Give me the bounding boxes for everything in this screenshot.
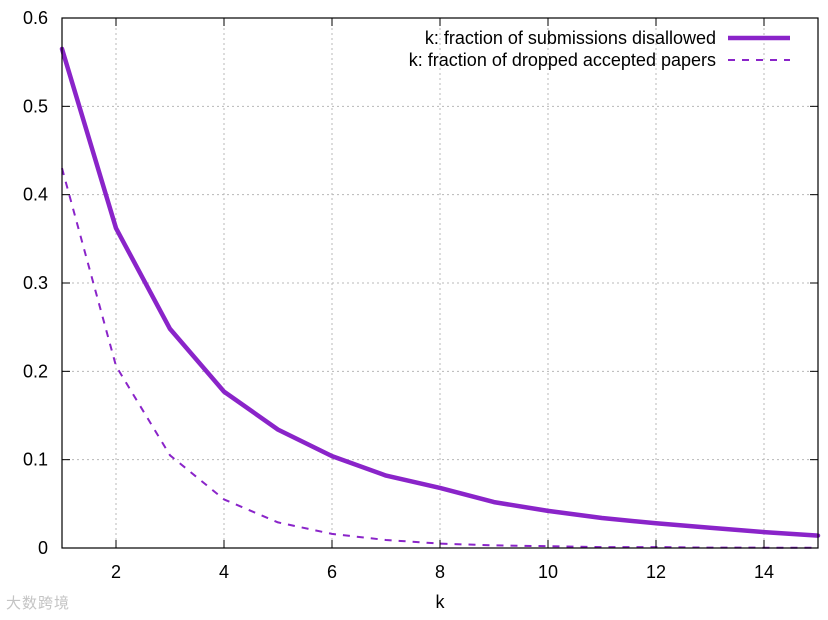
x-tick-label: 8 bbox=[435, 562, 445, 582]
legend: k: fraction of submissions disallowedk: … bbox=[409, 28, 790, 70]
axis-ticks: 2 4 6 8 10 12 14 0 0.1 0.2 0.3 0.4 0.5 0.6 bbox=[23, 8, 818, 582]
series-lines bbox=[59, 46, 821, 549]
legend-label: k: fraction of dropped accepted papers bbox=[409, 50, 716, 70]
y-tick-label: 0.6 bbox=[23, 8, 48, 28]
y-tick-label: 0 bbox=[38, 538, 48, 558]
legend-label: k: fraction of submissions disallowed bbox=[425, 28, 716, 48]
x-axis-title: k bbox=[436, 592, 446, 612]
y-tick-label: 0.2 bbox=[23, 361, 48, 381]
x-tick-label: 6 bbox=[327, 562, 337, 582]
y-tick-label: 0.1 bbox=[23, 450, 48, 470]
y-tick-label: 0.5 bbox=[23, 96, 48, 116]
y-tick-label: 0.4 bbox=[23, 185, 48, 205]
x-tick-label: 2 bbox=[111, 562, 121, 582]
watermark-logo: 大数跨境 bbox=[6, 594, 71, 612]
grid bbox=[62, 18, 818, 548]
x-tick-label: 14 bbox=[754, 562, 774, 582]
x-tick-label: 12 bbox=[646, 562, 666, 582]
y-tick-label: 0.3 bbox=[23, 273, 48, 293]
series-line-submissions-disallowed bbox=[59, 46, 821, 538]
x-tick-label: 10 bbox=[538, 562, 558, 582]
x-tick-label: 4 bbox=[219, 562, 229, 582]
